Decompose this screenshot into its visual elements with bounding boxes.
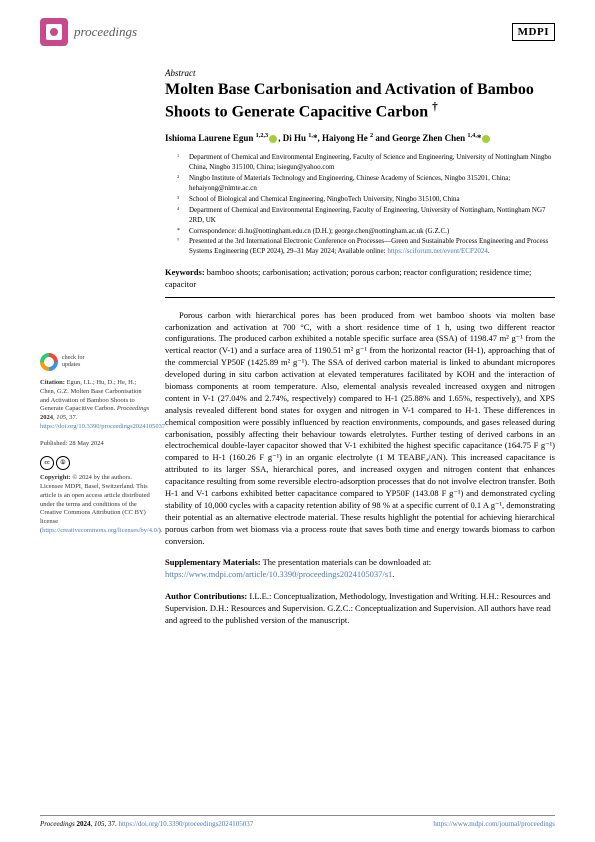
abstract-text: Porous carbon with hierarchical pores ha… [165,310,555,548]
page-footer: Proceedings 2024, 105, 37. https://doi.o… [40,815,555,828]
conference-note: Presented at the 3rd International Elect… [189,237,555,257]
check-updates-label: check forupdates [62,355,85,368]
publisher-logo: MDPI [512,23,555,41]
check-updates-badge[interactable]: check forupdates [40,353,150,371]
sidebar: check forupdates Citation: Egun, I.L.; H… [40,68,150,627]
supplementary-materials: Supplementary Materials: The presentatio… [165,557,555,581]
copyright-text: Copyright: © 2024 by the authors. Licens… [40,474,150,535]
journal-name: proceedings [74,24,137,40]
affiliation-2: Ningbo Institute of Materials Technology… [189,174,555,194]
cc-license-badge: cc ① [40,456,70,470]
check-updates-icon [40,353,58,371]
footer-left: Proceedings 2024, 105, 37. https://doi.o… [40,820,253,828]
conf-link[interactable]: https://sciforum.net/event/ECP2024 [387,247,488,255]
journal-logo-icon [40,18,68,46]
affiliation-3: School of Biological and Chemical Engine… [189,195,460,205]
supp-link[interactable]: https://www.mdpi.com/article/10.3390/pro… [165,569,392,579]
cc-icon: cc [40,456,54,470]
footer-right[interactable]: https://www.mdpi.com/journal/proceedings [433,820,555,828]
author-contributions: Author Contributions: I.L.E.: Conceptual… [165,591,555,627]
keywords: Keywords: bamboo shoots; carbonisation; … [165,267,555,298]
published-date: Published: 28 May 2024 [40,440,150,449]
article-type: Abstract [165,68,555,78]
affiliation-4: Department of Chemical and Environmental… [189,206,555,226]
citation-text: Egun, I.L.; Hu, D.; He, H.; Chen, G.Z. M… [40,379,165,430]
orcid-icon [269,135,277,143]
correspondence: Correspondence: di.hu@nottingham.edu.cn … [189,227,449,237]
authors-line: Ishioma Laurene Egun 1,2,3, Di Hu 1,*, H… [165,132,555,143]
affiliations: 1Department of Chemical and Environmenta… [177,153,555,257]
affiliation-1: Department of Chemical and Environmental… [189,153,555,173]
citation-block: Citation: Egun, I.L.; Hu, D.; He, H.; Ch… [40,379,150,432]
orcid-icon [482,135,490,143]
page-header: proceedings MDPI [0,0,595,54]
article-title: Molten Base Carbonisation and Activation… [165,80,555,122]
by-icon: ① [56,456,70,470]
main-content: Abstract Molten Base Carbonisation and A… [150,68,555,627]
journal-brand: proceedings [40,18,137,46]
